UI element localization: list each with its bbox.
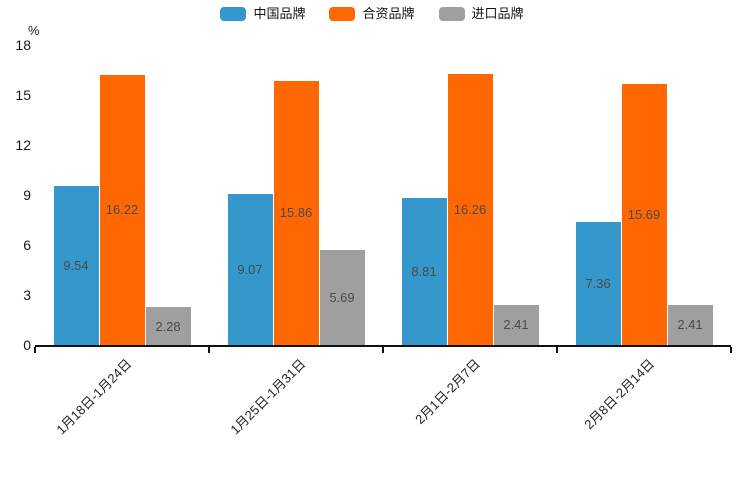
- bar-value-label: 7.36: [585, 276, 611, 292]
- y-axis-unit-label: %: [28, 23, 40, 38]
- x-tick-label: 1月25日-1月31日: [227, 356, 309, 438]
- legend-marker-icon: [329, 7, 356, 21]
- x-tick-label: 2月8日-2月14日: [580, 356, 657, 433]
- legend-item-3[interactable]: 进口品牌: [438, 6, 524, 21]
- bar-series2-group3: 16.26: [447, 74, 493, 345]
- bar-series3-group1: 2.28: [145, 307, 191, 345]
- y-tick-label: 15: [15, 87, 31, 103]
- bar-value-label: 16.26: [453, 202, 487, 217]
- bar-series2-group1: 16.22: [99, 74, 145, 345]
- bar-value-label: 5.69: [329, 290, 355, 306]
- bar-value-label: 15.86: [279, 205, 313, 221]
- bar-series3-group4: 2.41: [667, 304, 713, 345]
- y-tick-label: 6: [23, 237, 31, 253]
- bar-value-label: 2.28: [155, 318, 181, 334]
- bar-series3-group2: 5.69: [319, 250, 365, 345]
- legend-marker-icon: [438, 7, 465, 21]
- y-tick-label: 18: [15, 37, 31, 53]
- x-tick-label: 2月1日-2月7日: [411, 356, 483, 428]
- x-axis-tick: [34, 347, 36, 353]
- legend-label: 进口品牌: [471, 6, 524, 21]
- x-axis-tick: [730, 347, 732, 353]
- bar-value-label: 9.07: [237, 261, 263, 277]
- x-axis-line: [35, 345, 731, 347]
- bar-series1-group1: 9.54: [53, 186, 99, 345]
- legend-item-1[interactable]: 中国品牌: [220, 7, 305, 21]
- legend-marker-icon: [220, 7, 247, 21]
- legend-label: 中国品牌: [253, 6, 306, 21]
- y-tick-label: 9: [23, 187, 31, 203]
- bar-value-label: 16.22: [105, 202, 139, 218]
- bar-series1-group3: 8.81: [401, 198, 447, 345]
- x-tick-label: 1月18日-1月24日: [53, 356, 135, 438]
- bar-series2-group4: 15.69: [621, 83, 667, 345]
- y-tick-label: 3: [23, 287, 31, 303]
- chart-legend: 中国品牌 合资品牌 进口品牌: [0, 7, 744, 21]
- y-tick-label: 0: [23, 337, 31, 353]
- legend-label: 合资品牌: [362, 6, 415, 21]
- bar-value-label: 8.81: [411, 264, 437, 280]
- bar-value-label: 15.69: [627, 206, 661, 222]
- x-axis-tick: [208, 347, 210, 353]
- bar-value-label: 2.41: [503, 317, 529, 333]
- bar-value-label: 2.41: [677, 317, 703, 333]
- x-axis-tick: [382, 347, 384, 353]
- legend-item-2[interactable]: 合资品牌: [329, 6, 415, 21]
- y-tick-label: 12: [15, 137, 31, 153]
- bar-series3-group3: 2.41: [493, 304, 539, 345]
- x-axis-tick: [556, 347, 558, 353]
- bar-series2-group2: 15.86: [273, 80, 319, 345]
- bar-series1-group2: 9.07: [227, 193, 273, 345]
- bar-value-label: 9.54: [63, 258, 89, 273]
- bar-series1-group4: 7.36: [575, 222, 621, 345]
